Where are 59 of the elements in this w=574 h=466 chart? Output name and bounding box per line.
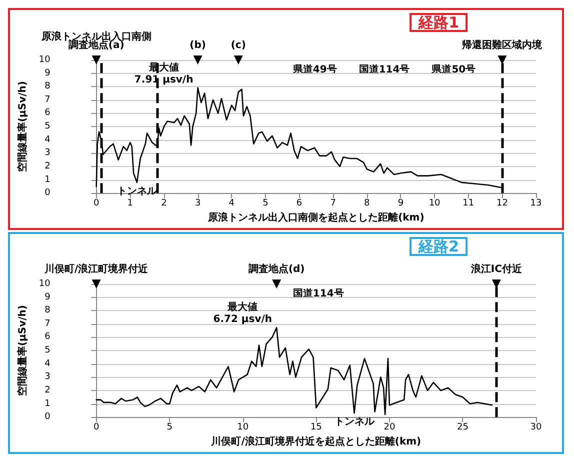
y-tick-label: 2 [44, 385, 50, 396]
x-tick-label: 6 [296, 198, 302, 209]
y-tick-label: 10 [38, 279, 51, 289]
x-tick-label: 11 [462, 198, 474, 209]
x-tick-label: 4 [228, 198, 235, 209]
annotation: トンネル [334, 416, 376, 428]
x-tick-label: 12 [496, 198, 508, 209]
x-axis-title: 川俣町/浪江町境界付近を起点とした距離(km) [210, 436, 422, 448]
y-tick-label: 5 [44, 122, 50, 132]
chart-title: 経路2 [418, 238, 459, 256]
y-tick-label: 1 [44, 174, 50, 185]
y-tick-label: 6 [44, 108, 51, 118]
x-tick-label: 8 [364, 198, 370, 209]
y-tick-label: 8 [44, 82, 51, 92]
x-tick-label: 10 [237, 422, 249, 433]
y-tick-label: 10 [38, 55, 51, 65]
x-tick-label: 5 [166, 422, 172, 433]
x-tick-label: 0 [93, 422, 100, 433]
x-tick-label: 2 [161, 198, 167, 209]
x-tick-label: 30 [530, 422, 542, 433]
annotation: (c) [230, 40, 246, 51]
x-tick-label: 1 [127, 198, 134, 209]
y-tick-label: 7 [44, 94, 50, 105]
annotation: 川俣町/浪江町境界付近 [44, 263, 150, 275]
y-axis-title: 空間線量率(μSv/h) [16, 81, 28, 172]
y-tick-label: 0 [44, 412, 51, 422]
x-tick-label: 13 [530, 198, 542, 209]
y-tick-label: 2 [44, 161, 50, 172]
x-tick-label: 10 [428, 198, 441, 209]
x-tick-label: 7 [330, 198, 336, 209]
y-tick-label: 3 [44, 372, 50, 382]
y-tick-label: 5 [44, 346, 50, 356]
annotation: (b) [190, 40, 206, 51]
chart-title: 経路1 [418, 14, 459, 32]
x-tick-label: 15 [310, 422, 322, 433]
annotation: 最大値 6.72 μsv/h [213, 301, 272, 326]
annotation: 帰還困難区域内境 [461, 39, 544, 51]
y-tick-label: 4 [44, 134, 51, 145]
line-series [96, 327, 493, 416]
x-axis-title: 原浪トンネル出入口南側を起点とした距離(km) [207, 212, 424, 224]
y-tick-label: 8 [44, 306, 51, 316]
y-tick-label: 3 [44, 148, 50, 158]
x-tick-label: 25 [457, 422, 468, 433]
y-tick-label: 4 [44, 358, 51, 369]
x-tick-label: 20 [384, 422, 396, 433]
x-tick-label: 0 [93, 198, 100, 209]
x-tick-label: 9 [398, 198, 404, 209]
y-axis-title: 空間線量率(μSv/h) [16, 305, 28, 396]
x-tick-label: 5 [262, 198, 268, 209]
y-tick-label: 9 [44, 292, 51, 302]
y-tick-label: 9 [44, 68, 51, 78]
annotation: 調査地点(d) [247, 263, 305, 275]
annotation: 浪江IC付近 [470, 263, 523, 275]
annotation: トンネル [116, 186, 158, 197]
y-tick-label: 0 [44, 188, 51, 198]
y-tick-label: 1 [44, 398, 50, 409]
x-tick-label: 3 [194, 198, 201, 209]
y-tick-label: 7 [44, 318, 50, 329]
y-tick-label: 6 [44, 332, 51, 342]
